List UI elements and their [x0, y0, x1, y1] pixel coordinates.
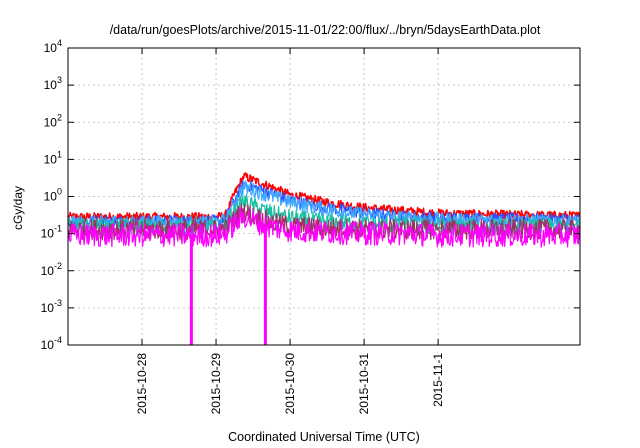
grid-layer — [68, 48, 580, 345]
x-tick-label: 2015-10-28 — [135, 353, 149, 415]
x-tick-label: 2015-11-1 — [431, 353, 445, 407]
chart-title: /data/run/goesPlots/archive/2015-11-01/2… — [110, 23, 541, 37]
y-tick-label: 10-1 — [41, 224, 62, 241]
x-axis-label: Coordinated Universal Time (UTC) — [228, 430, 420, 444]
y-axis-label: cGy/day — [11, 186, 25, 230]
y-tick-label: 10-2 — [41, 261, 62, 278]
series-line — [67, 207, 581, 248]
y-tick-label: 104 — [44, 38, 62, 55]
y-tick-label: 10-3 — [41, 298, 62, 315]
x-tick-label: 2015-10-29 — [209, 353, 223, 415]
tick-layer: 10-4 10-3 10-2 10-1 100 101 102 103 104 2015-10-2… — [41, 38, 580, 414]
y-tick-label: 10-4 — [41, 335, 62, 352]
y-tick-label: 103 — [44, 75, 62, 92]
x-tick-label: 2015-10-30 — [283, 353, 297, 415]
y-tick-label: 100 — [44, 187, 62, 204]
x-tick-label: 2015-10-31 — [357, 353, 371, 415]
series-layer — [67, 172, 581, 345]
y-tick-label: 102 — [44, 112, 62, 129]
y-tick-label: 101 — [44, 149, 62, 166]
